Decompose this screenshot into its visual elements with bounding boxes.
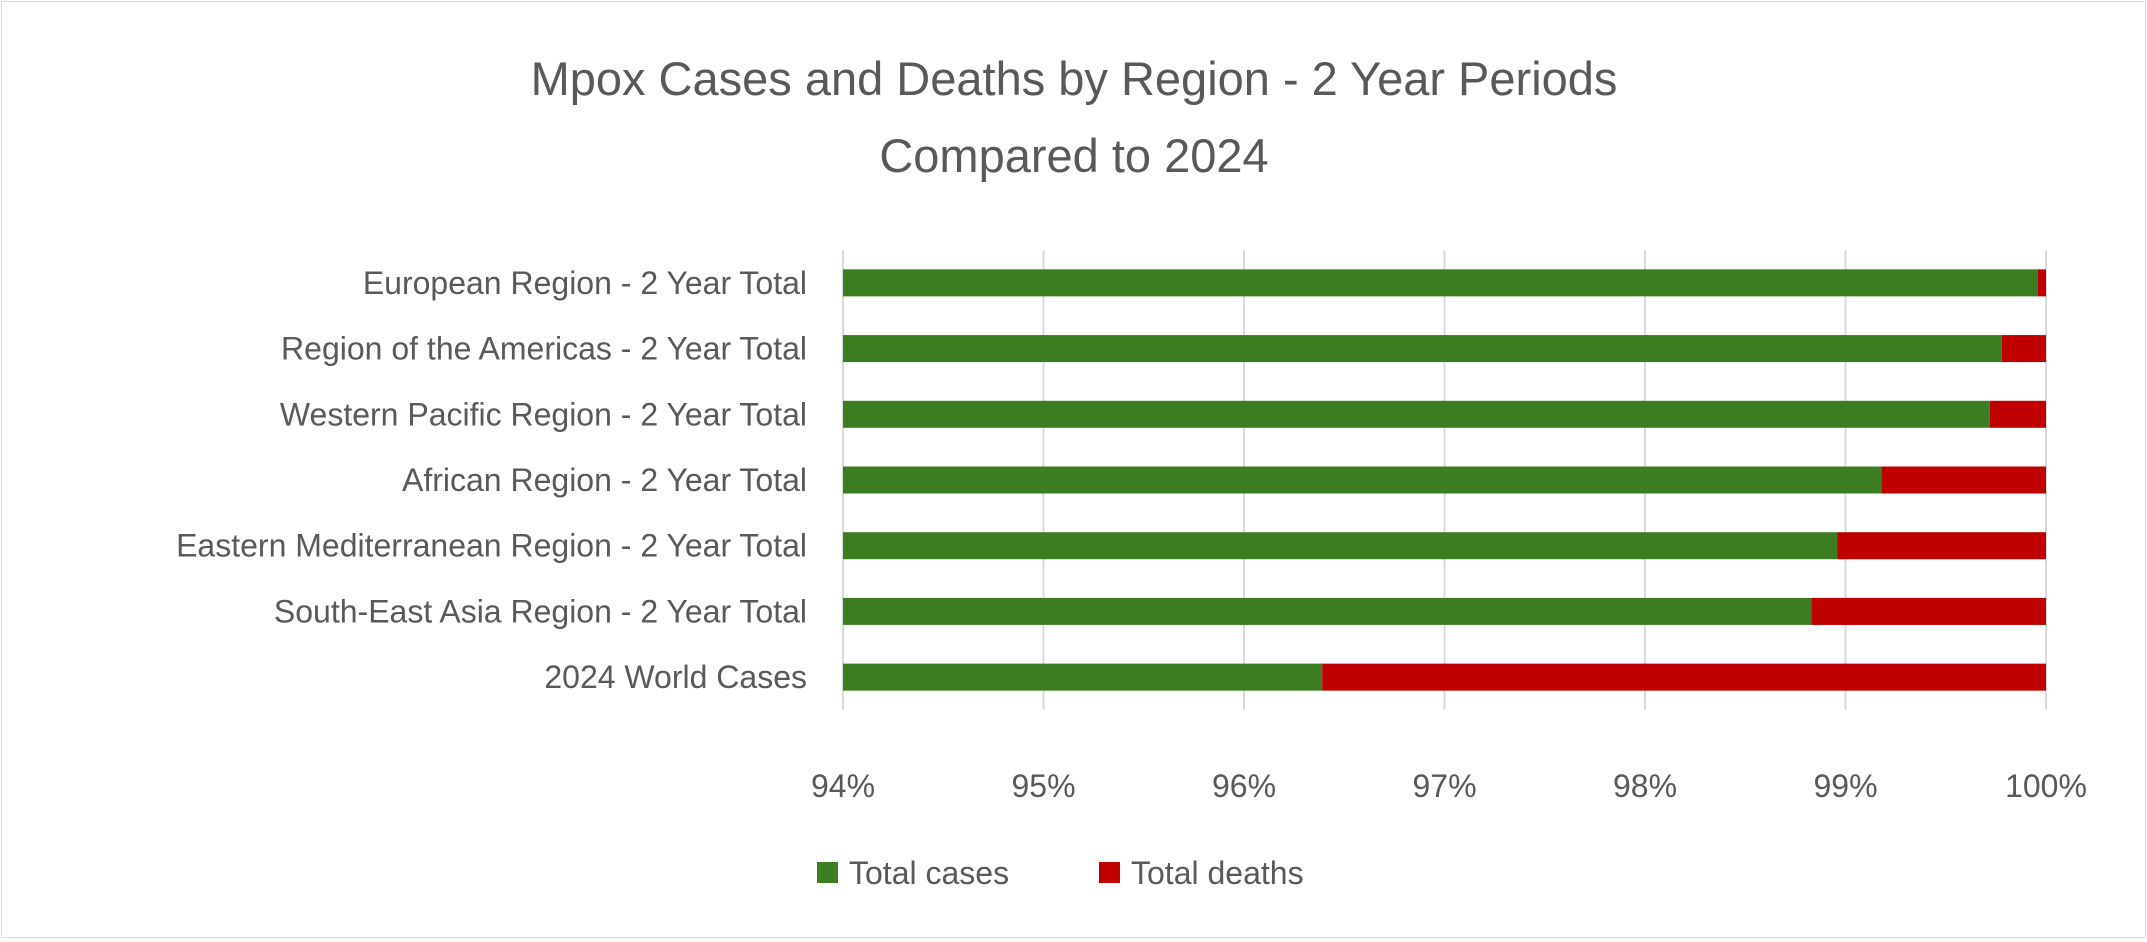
x-tick-label: 100% xyxy=(2005,768,2087,804)
y-category-label: Western Pacific Region - 2 Year Total xyxy=(280,396,807,432)
y-category-label: South-East Asia Region - 2 Year Total xyxy=(274,593,807,629)
chart-title-line-2: Compared to 2024 xyxy=(879,129,1268,182)
legend-label: Total deaths xyxy=(1131,855,1304,891)
x-tick-label: 98% xyxy=(1613,768,1677,804)
bar-total-deaths xyxy=(1322,663,2046,691)
bar-total-deaths xyxy=(2001,335,2046,363)
x-tick-label: 97% xyxy=(1412,768,1476,804)
y-category-label: Region of the Americas - 2 Year Total xyxy=(281,331,807,367)
bar-total-deaths xyxy=(1837,532,2046,560)
bar-total-cases xyxy=(843,400,1990,428)
bar-total-cases xyxy=(843,532,1838,560)
y-category-label: European Region - 2 Year Total xyxy=(363,265,807,301)
chart-title-line-1: Mpox Cases and Deaths by Region - 2 Year… xyxy=(531,52,1618,105)
bar-total-cases xyxy=(843,466,1882,494)
bar-total-cases xyxy=(843,597,1812,625)
x-tick-label: 94% xyxy=(811,768,875,804)
bar-total-cases xyxy=(843,269,2038,297)
y-category-label: African Region - 2 Year Total xyxy=(402,462,807,498)
y-category-label: 2024 World Cases xyxy=(544,659,807,695)
bar-total-deaths xyxy=(1881,466,2046,494)
x-tick-label: 99% xyxy=(1813,768,1877,804)
bar-total-deaths xyxy=(1989,400,2046,428)
x-tick-label: 96% xyxy=(1212,768,1276,804)
legend-swatch xyxy=(1099,862,1120,883)
y-category-label: Eastern Mediterranean Region - 2 Year To… xyxy=(176,528,807,564)
x-tick-label: 95% xyxy=(1011,768,1075,804)
legend-label: Total cases xyxy=(849,855,1009,891)
bar-total-cases xyxy=(843,335,2002,363)
legend-swatch xyxy=(817,862,838,883)
bar-total-deaths xyxy=(1811,597,2046,625)
bar-total-deaths xyxy=(2037,269,2046,297)
bar-total-cases xyxy=(843,663,1323,691)
